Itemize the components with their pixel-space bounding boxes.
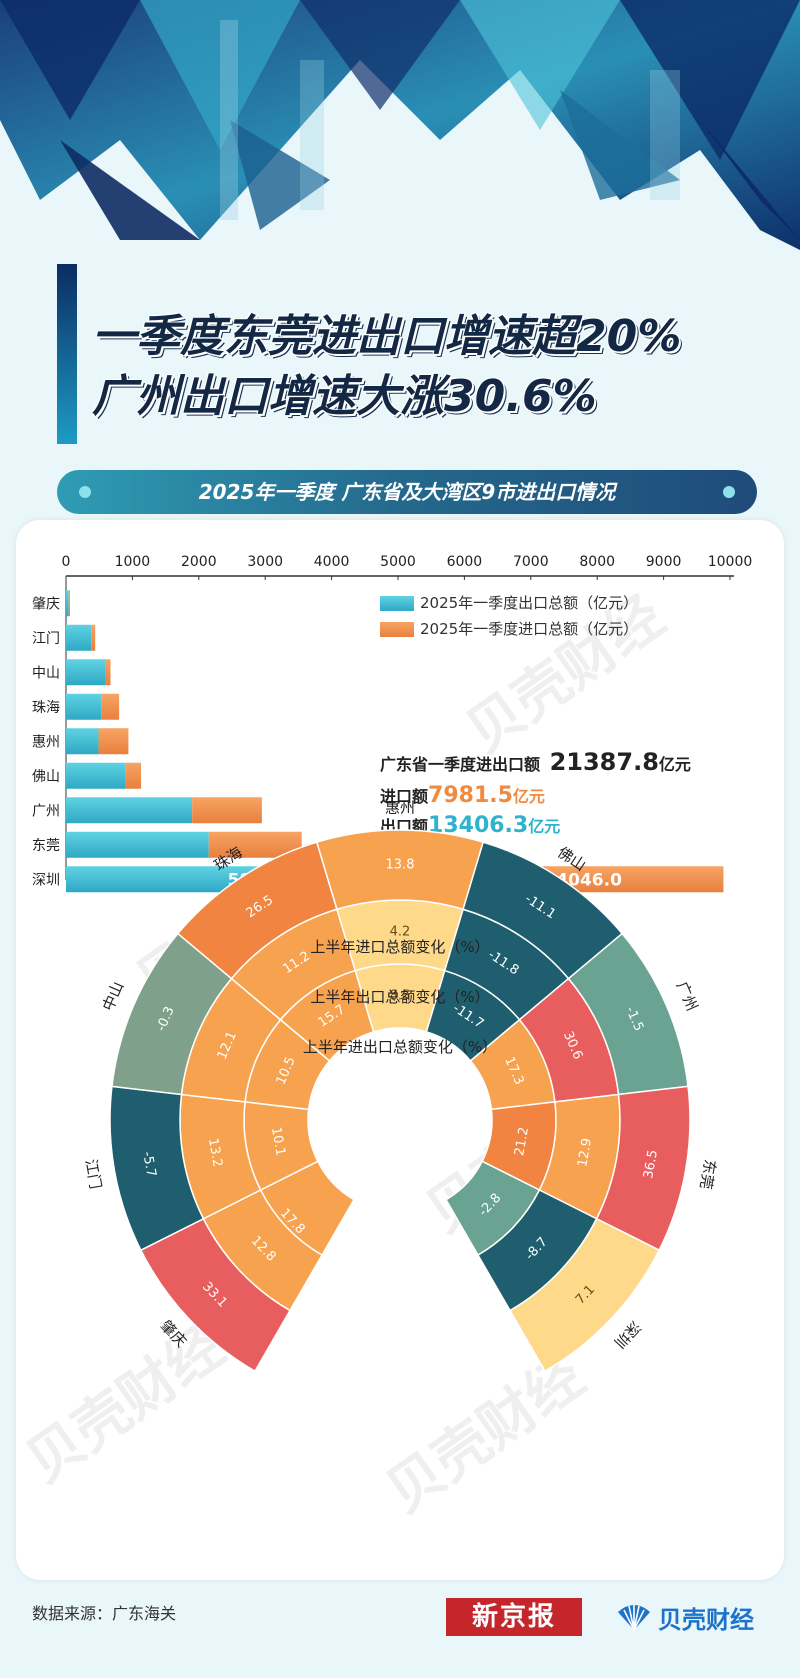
summary-import-value: 7981.5 <box>428 783 513 808</box>
data-source: 数据来源：广东海关 <box>32 1604 177 1623</box>
x-tick-label: 8000 <box>579 554 615 570</box>
x-tick-label: 10000 <box>708 554 753 570</box>
bar-import <box>192 797 262 824</box>
charts-svg: 贝壳财经贝壳财经贝壳财经贝壳财经贝壳财经01000200030004000500… <box>15 554 753 1526</box>
radial-data-label: 36.5 <box>641 1149 661 1180</box>
x-tick-label: 9000 <box>646 554 682 570</box>
summary-export-unit: 亿元 <box>528 817 560 836</box>
chart-card: 贝壳财经贝壳财经贝壳财经贝壳财经贝壳财经01000200030004000500… <box>15 520 784 1580</box>
radial-category-label: 东莞 <box>696 1158 719 1191</box>
section-header: 2025年一季度 广东省及大湾区9市进出口情况 <box>57 470 757 514</box>
section-title: 2025年一季度 广东省及大湾区9市进出口情况 <box>198 480 616 504</box>
y-tick-label: 肇庆 <box>32 596 60 612</box>
radial-data-label: -5.7 <box>139 1150 158 1178</box>
y-tick-label: 深圳 <box>32 872 60 888</box>
bar-export <box>66 831 209 858</box>
summary-total: 广东省一季度进出口额 21387.8亿元 <box>380 748 691 776</box>
bar-data-label: 4046.0 <box>556 870 622 890</box>
legend-swatch <box>380 622 414 637</box>
radial-segment <box>508 1217 661 1373</box>
x-tick-label: 0 <box>62 554 71 570</box>
summary-import-unit: 亿元 <box>513 787 545 806</box>
bar-export <box>66 728 99 755</box>
radial-legend-label: 上半年进出口总额变化（%） <box>303 1038 497 1056</box>
y-tick-label: 广州 <box>32 803 60 819</box>
x-tick-label: 6000 <box>447 554 483 570</box>
radial-data-label: 13.2 <box>205 1137 225 1168</box>
radial-data-label: 21.2 <box>512 1126 532 1157</box>
radial-data-label: 13.8 <box>386 858 415 873</box>
page-title-line-2: 广州出口增速大涨30.6% <box>92 371 597 422</box>
legend-label: 2025年一季度出口总额（亿元） <box>420 594 638 612</box>
bar-import <box>98 728 129 755</box>
bar-import <box>105 659 111 686</box>
radial-data-label: 8.5 <box>390 989 411 1004</box>
radial-category-label: 广州 <box>673 979 701 1014</box>
x-tick-label: 4000 <box>314 554 350 570</box>
legend-swatch <box>380 596 414 611</box>
bar-export <box>66 693 102 720</box>
x-tick-label: 3000 <box>247 554 283 570</box>
bar-export <box>66 762 126 789</box>
watermark-text: 贝壳财经 <box>16 1314 236 1496</box>
radial-data-label: 12.9 <box>575 1137 595 1168</box>
brand-beike-logo: 贝壳财经 <box>616 1598 754 1636</box>
radial-category-label: 中山 <box>99 979 127 1014</box>
bar-import <box>125 762 142 789</box>
x-tick-label: 7000 <box>513 554 549 570</box>
y-tick-label: 佛山 <box>32 769 60 785</box>
radial-category-label: 深圳 <box>610 1317 644 1351</box>
x-tick-label: 1000 <box>115 554 151 570</box>
summary-total-unit: 亿元 <box>659 755 691 774</box>
brand-beike-text: 贝壳财经 <box>658 1605 754 1634</box>
y-tick-label: 惠州 <box>32 734 60 750</box>
x-tick-label: 5000 <box>380 554 416 570</box>
watermark-text: 贝壳财经 <box>375 1344 596 1526</box>
summary-total-value: 21387.8 <box>550 748 659 776</box>
page-title-line-1: 一季度东莞进出口增速超20% <box>92 311 682 362</box>
bar-import <box>91 624 96 651</box>
y-tick-label: 江门 <box>32 631 60 647</box>
title-accent-bar <box>57 264 77 444</box>
radial-data-label: 10.1 <box>268 1126 288 1157</box>
brand-xinjingbao-logo: 新京报 <box>446 1598 582 1636</box>
bar-export <box>66 624 92 651</box>
radial-legend-label: 上半年出口总额变化（%） <box>310 988 489 1006</box>
radial-category-label: 江门 <box>82 1158 105 1191</box>
dot-icon <box>79 486 91 498</box>
legend-label: 2025年一季度进口总额（亿元） <box>420 620 638 638</box>
summary-total-label: 广东省一季度进出口额 <box>380 755 546 774</box>
summary-import-label: 进口额 <box>380 787 428 806</box>
bar-export <box>66 797 193 824</box>
bar-export <box>66 659 106 686</box>
y-tick-label: 珠海 <box>32 700 60 716</box>
bar-import <box>101 693 120 720</box>
hero-banner <box>0 0 800 300</box>
dot-icon <box>723 486 735 498</box>
y-tick-label: 东莞 <box>32 838 60 854</box>
radial-category-label: 惠州 <box>385 799 415 817</box>
summary-import: 进口额7981.5亿元 <box>380 783 545 808</box>
x-tick-label: 2000 <box>181 554 217 570</box>
radial-legend-label: 上半年进口总额变化（%） <box>310 938 489 956</box>
bar-import <box>68 590 70 617</box>
radial-data-label: 4.2 <box>390 925 411 940</box>
y-tick-label: 中山 <box>32 665 60 681</box>
bar-export <box>66 590 69 617</box>
shell-icon <box>618 1605 650 1631</box>
